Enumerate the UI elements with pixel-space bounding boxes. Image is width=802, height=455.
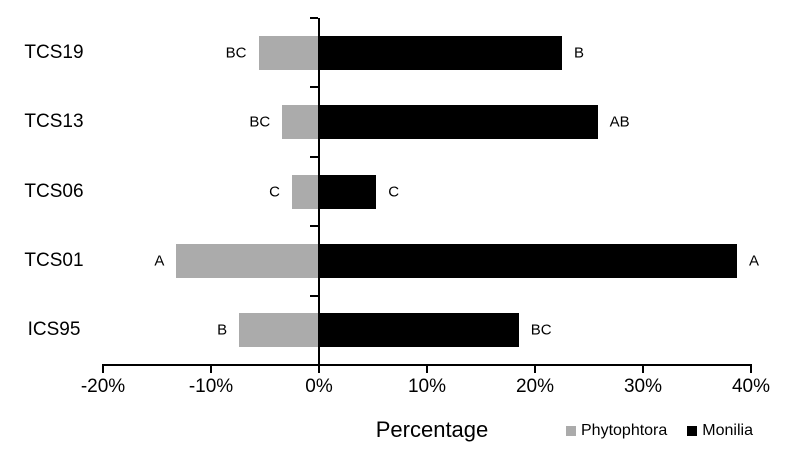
category-boundary-tick [310, 86, 318, 89]
x-axis-title: Percentage [375, 417, 489, 442]
bar-phytophtora-tcs06 [292, 174, 319, 209]
bar-phytophtora-tcs19 [258, 35, 319, 70]
y-axis-category-label: TCS06 [24, 180, 84, 202]
legend-label: Phytophtora [581, 422, 668, 439]
y-axis-category-label: TCS13 [24, 111, 84, 133]
significance-label: AB [609, 113, 630, 131]
significance-label: BC [530, 321, 552, 339]
x-axis-tick-label: 10% [407, 376, 447, 397]
bar-monilia-ics95 [319, 313, 519, 348]
x-axis-tick [102, 365, 104, 373]
category-boundary-tick [310, 225, 318, 228]
category-boundary-tick [310, 294, 318, 297]
significance-label: BC [225, 44, 247, 62]
bar-phytophtora-tcs01 [176, 243, 319, 278]
legend-item-phytophtora: Phytophtora [566, 422, 667, 440]
bar-phytophtora-ics95 [239, 313, 319, 348]
bar-monilia-tcs01 [319, 243, 737, 278]
bar-monilia-tcs13 [319, 105, 598, 140]
legend-swatch-icon [566, 426, 576, 436]
x-axis-tick-label: 40% [731, 376, 771, 397]
significance-label: B [217, 321, 228, 339]
x-axis-tick [750, 365, 752, 373]
x-axis-tick-label: 0% [305, 376, 333, 397]
y-axis-category-label: ICS95 [27, 319, 81, 341]
significance-label: B [574, 44, 585, 62]
zero-axis-line [318, 18, 320, 373]
significance-label: A [154, 252, 165, 270]
category-boundary-tick [310, 17, 318, 19]
bar-monilia-tcs19 [319, 35, 562, 70]
category-boundary-tick [310, 155, 318, 158]
x-axis-tick-label: 30% [623, 376, 663, 397]
bar-phytophtora-tcs13 [282, 105, 319, 140]
significance-label: A [748, 252, 759, 270]
x-axis-tick [210, 365, 212, 373]
y-axis-category-label: TCS19 [24, 41, 84, 63]
x-axis-tick [642, 365, 644, 373]
bar-monilia-tcs06 [319, 174, 377, 209]
y-axis-category-label: TCS01 [24, 249, 84, 271]
significance-label: BC [249, 113, 271, 131]
x-axis-tick-label: 20% [515, 376, 555, 397]
x-axis-tick-label: -20% [80, 376, 126, 397]
legend-item-monilia: Monilia [687, 422, 753, 440]
significance-label: C [269, 183, 280, 200]
legend: Phytophtora Monilia [566, 422, 753, 440]
legend-swatch-icon [687, 426, 698, 436]
legend-label: Monilia [702, 422, 753, 439]
x-axis-tick [426, 365, 428, 373]
x-axis-tick-label: -10% [188, 376, 234, 397]
x-axis-tick [534, 365, 536, 373]
significance-label: C [388, 183, 400, 200]
